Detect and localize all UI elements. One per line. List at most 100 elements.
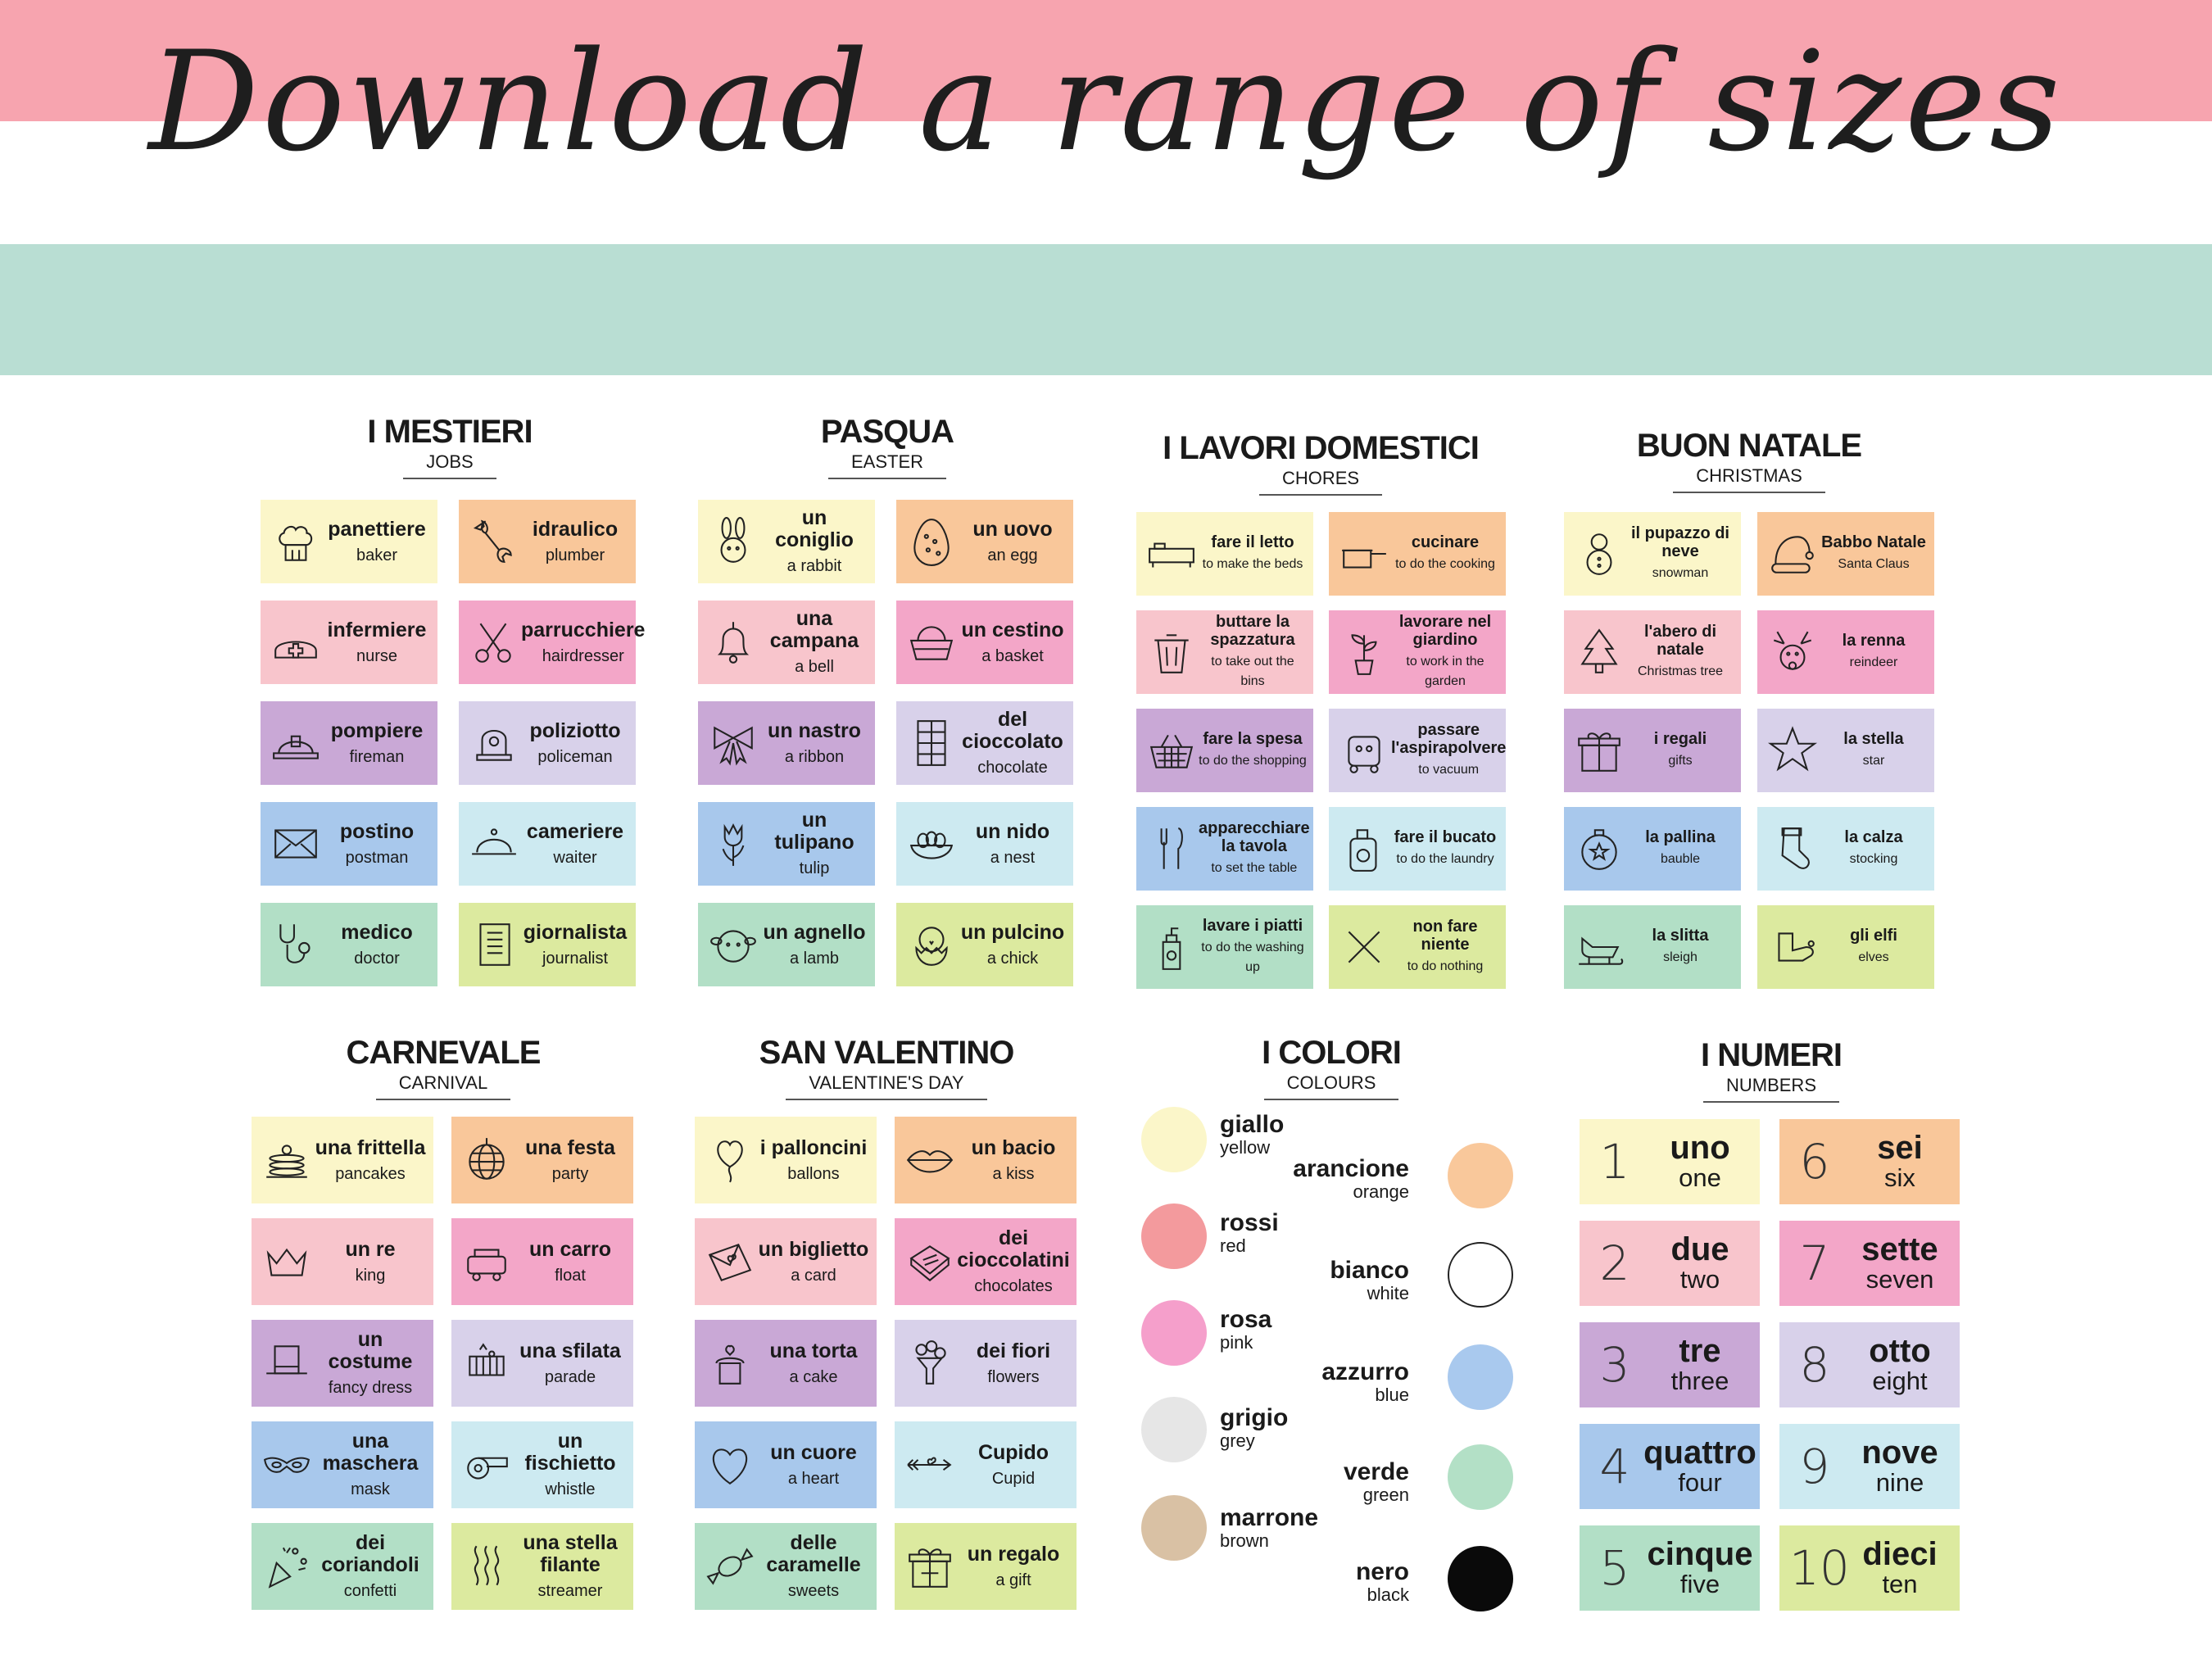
reindeer-icon <box>1766 621 1820 683</box>
english-word: float <box>555 1266 586 1285</box>
color-swatch-grey <box>1141 1397 1207 1462</box>
vocab-card: fare il letto to make the beds <box>1136 512 1313 596</box>
english-word: nine <box>1875 1468 1924 1497</box>
italian-word: un agnello <box>763 920 866 944</box>
number-card: 5 cinque five <box>1580 1525 1760 1611</box>
color-label: rosa pink <box>1220 1307 1271 1353</box>
vocab-card: la slitta sleigh <box>1564 905 1741 989</box>
italian-word: un pulcino <box>960 920 1065 944</box>
english-word: green <box>1362 1484 1409 1505</box>
mask-icon <box>260 1434 314 1496</box>
vocab-card: un re king <box>252 1218 433 1305</box>
vocab-card: l'abero di natale Christmas tree <box>1564 610 1741 694</box>
english-word: to make the beds <box>1202 557 1303 571</box>
english-word: a chick <box>986 949 1039 968</box>
italian-word: cameriere <box>526 819 624 843</box>
english-word: to do the washing up <box>1201 941 1304 974</box>
group-natale: BUON NATALE CHRISTMAS il pupazzo di neve… <box>1564 428 1934 1001</box>
english-word: a lamb <box>789 949 840 968</box>
english-word: black <box>1367 1584 1409 1605</box>
italian-word: l'abero di natale <box>1643 623 1717 659</box>
group-lavori: I LAVORI DOMESTICI CHORES fare il letto t… <box>1136 430 1506 1004</box>
lamb-icon <box>706 913 760 976</box>
english-word: six <box>1884 1163 1915 1192</box>
snowman-icon <box>1572 523 1626 585</box>
italian-word: medico <box>341 920 413 944</box>
bauble-icon <box>1572 818 1626 880</box>
vocab-card: lavare i piatti to do the washing up <box>1136 905 1313 989</box>
color-swatch-brown <box>1141 1495 1207 1561</box>
italian-word: pompiere <box>330 718 424 742</box>
english-word: a basket <box>981 646 1044 665</box>
numeral: 4 <box>1599 1439 1630 1494</box>
english-word: bauble <box>1660 852 1701 866</box>
english-word: policeman <box>537 747 613 766</box>
english-word: gifts <box>1668 754 1693 768</box>
english-word: to do nothing <box>1407 959 1484 973</box>
present-icon <box>903 1535 957 1598</box>
english-word: pink <box>1220 1332 1253 1353</box>
english-word: baker <box>356 546 398 564</box>
vocab-card: un uovo an egg <box>896 500 1073 583</box>
vocab-card: giornalista journalist <box>459 903 636 986</box>
group-title: I COLORI <box>1262 1035 1402 1071</box>
english-word: one <box>1679 1163 1721 1192</box>
numeral: 10 <box>1789 1540 1850 1596</box>
shopping-basket-icon <box>1145 719 1199 782</box>
english-word: Christmas tree <box>1637 664 1724 678</box>
vocab-card: panettiere baker <box>261 500 437 583</box>
italian-word: un carro <box>528 1237 612 1261</box>
vocab-card: un pulcino a chick <box>896 903 1073 986</box>
vocab-card: la renna reindeer <box>1757 610 1934 694</box>
english-word: a kiss <box>992 1164 1035 1183</box>
numeral: 6 <box>1799 1134 1830 1190</box>
vocab-card: un fischietto whistle <box>451 1421 633 1508</box>
vocab-card: un costume fancy dress <box>252 1320 433 1407</box>
number-card: 10 dieci ten <box>1779 1525 1960 1611</box>
english-word: waiter <box>553 848 597 867</box>
vocab-card: una festa party <box>451 1117 633 1203</box>
english-word: king <box>355 1266 386 1285</box>
italian-word: nove <box>1861 1435 1938 1471</box>
english-word: eight <box>1872 1367 1928 1395</box>
italian-word: giallo <box>1220 1111 1285 1138</box>
italian-word: un coniglio <box>775 506 854 551</box>
italian-word: una festa <box>525 1135 615 1159</box>
number-card: 6 sei six <box>1779 1119 1960 1204</box>
english-word: ballons <box>787 1164 840 1183</box>
italian-word: rosa <box>1220 1306 1272 1333</box>
group-title: CARNEVALE <box>346 1035 542 1071</box>
vocab-card: del cioccolato chocolate <box>896 701 1073 785</box>
italian-word: uno <box>1670 1130 1730 1166</box>
group-header: I MESTIERI JOBS <box>261 414 639 479</box>
english-word: three <box>1670 1367 1729 1395</box>
group-title: I LAVORI DOMESTICI <box>1163 430 1480 466</box>
english-word: tulip <box>799 859 830 877</box>
group-header: I LAVORI DOMESTICI CHORES <box>1136 430 1505 496</box>
italian-word: un nastro <box>768 718 861 742</box>
cake-icon <box>703 1332 757 1394</box>
vocab-card: i regali gifts <box>1564 709 1741 792</box>
group-subtitle: VALENTINE'S DAY <box>786 1071 987 1100</box>
color-swatch-green <box>1448 1444 1513 1510</box>
italian-word: quattro <box>1643 1435 1756 1471</box>
vocab-card: apparecchiare la tavola to set the table <box>1136 807 1313 891</box>
english-word: white <box>1367 1283 1409 1303</box>
vocab-card: idraulico plumber <box>459 500 636 583</box>
nurse-cap-icon <box>269 611 323 673</box>
vocab-card: Cupido Cupid <box>895 1421 1077 1508</box>
group-subtitle: CHORES <box>1258 466 1383 496</box>
top-band-mint <box>0 244 2212 375</box>
italian-word: un tulipano <box>774 809 854 854</box>
cloche-icon <box>467 813 521 875</box>
italian-word: un cuore <box>770 1440 857 1464</box>
vocab-card: una maschera mask <box>252 1421 433 1508</box>
fire-helmet-icon <box>269 712 323 774</box>
color-label: azzurro blue <box>1321 1359 1409 1405</box>
group-subtitle: COLOURS <box>1263 1071 1399 1100</box>
group-header: BUON NATALE CHRISTMAS <box>1564 428 1934 493</box>
basket-icon <box>904 611 959 673</box>
bin-icon <box>1145 621 1199 683</box>
vocab-card: una campana a bell <box>698 601 875 684</box>
number-card: 2 due two <box>1580 1221 1760 1306</box>
